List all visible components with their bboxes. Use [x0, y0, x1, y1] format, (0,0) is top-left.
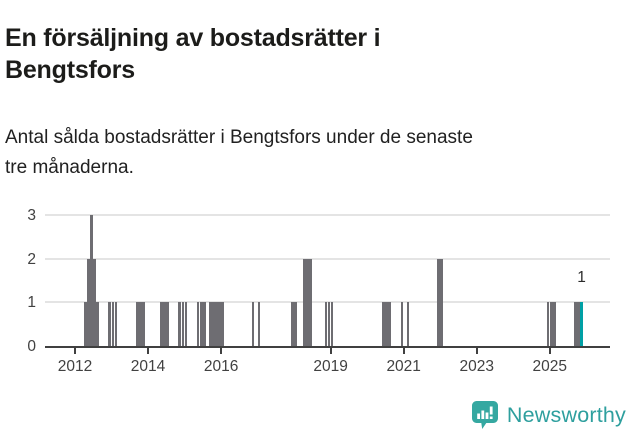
- bar: [306, 258, 310, 346]
- bar: [330, 302, 334, 346]
- x-tick-mark: [74, 347, 76, 354]
- bar: [400, 302, 404, 346]
- bar: [309, 258, 313, 346]
- plot-area: 1: [45, 214, 610, 348]
- brand-name: Newsworthy: [506, 402, 626, 427]
- grid-line: [45, 301, 610, 304]
- bar: [574, 302, 577, 346]
- bar: [184, 302, 188, 346]
- bar: [440, 258, 443, 346]
- bar: [96, 302, 100, 346]
- bar: [181, 302, 185, 346]
- x-axis-tick-label: 2021: [386, 358, 421, 375]
- bar: [211, 302, 215, 346]
- bar: [303, 258, 306, 346]
- bar: [196, 302, 200, 346]
- chart-title: En försäljning av bostadsrätter i Bengtsf…: [5, 22, 625, 86]
- x-axis-tick-label: 2019: [313, 358, 348, 375]
- bar: [111, 302, 115, 346]
- bar: [257, 302, 261, 346]
- x-tick-mark: [475, 347, 478, 354]
- bar: [178, 302, 182, 346]
- y-axis-tick-label: 3: [27, 207, 36, 224]
- bar: [138, 302, 142, 346]
- brand-footer[interactable]: Newsworthy: [471, 400, 626, 430]
- bar: [294, 302, 297, 346]
- bar: [218, 302, 221, 346]
- x-tick-mark: [147, 347, 150, 354]
- chart-subtitle-line-1: Antal sålda bostadsrätter i Bengtsfors u…: [5, 127, 473, 148]
- chart-subtitle-line-2: tre månaderna.: [5, 157, 134, 178]
- bar: [406, 302, 410, 346]
- bar: [291, 302, 294, 346]
- y-axis-tick-label: 2: [27, 250, 36, 268]
- bar: [163, 302, 166, 346]
- x-axis-tick-label: 2012: [57, 358, 93, 375]
- bar: [135, 302, 139, 346]
- bar: [202, 302, 206, 346]
- bar: [388, 302, 392, 346]
- bar: [87, 258, 90, 346]
- bar: [166, 302, 170, 346]
- bar: [160, 302, 163, 346]
- bar: [382, 302, 386, 346]
- bar: [108, 302, 112, 346]
- bar: [215, 302, 218, 346]
- bar: [221, 302, 224, 346]
- bar: [90, 215, 93, 346]
- bar: [141, 302, 145, 346]
- y-axis-tick-label: 1: [27, 294, 36, 312]
- x-tick-mark: [220, 347, 223, 354]
- bar: [208, 302, 212, 346]
- x-axis-tick-label: 2014: [130, 358, 166, 375]
- bar: [385, 302, 389, 346]
- bar: [199, 302, 203, 346]
- chart-title-line-1: En försäljning av bostadsrätter i: [5, 23, 381, 52]
- bar: [114, 302, 118, 346]
- x-tick-mark: [329, 347, 332, 354]
- y-axis-tick-label: 0: [27, 338, 36, 355]
- x-axis-tick-label: 2025: [532, 358, 568, 375]
- bar: [327, 302, 331, 346]
- newsworthy-logo-icon: [471, 401, 498, 429]
- bar: [549, 302, 553, 346]
- x-tick-mark: [402, 347, 405, 354]
- bar: [437, 258, 440, 346]
- chart-title-line-2: Bengtsfors: [5, 55, 135, 84]
- x-axis-tick-label: 2023: [459, 358, 494, 375]
- highlight-bar: [580, 302, 583, 346]
- x-tick-mark: [548, 347, 551, 354]
- bar: [251, 302, 255, 346]
- chart-subtitle: Antal sålda bostadsrätter i Bengtsfors u…: [5, 123, 625, 183]
- bar: [84, 302, 87, 346]
- bar-value-label: 1: [577, 269, 586, 287]
- bar: [577, 302, 580, 346]
- bar: [546, 302, 550, 346]
- grid-line: [45, 257, 610, 260]
- bar: [324, 302, 328, 346]
- x-axis-tick-label: 2016: [203, 358, 239, 375]
- grid-line: [45, 214, 610, 216]
- bar: [93, 258, 96, 346]
- bar: [552, 302, 556, 346]
